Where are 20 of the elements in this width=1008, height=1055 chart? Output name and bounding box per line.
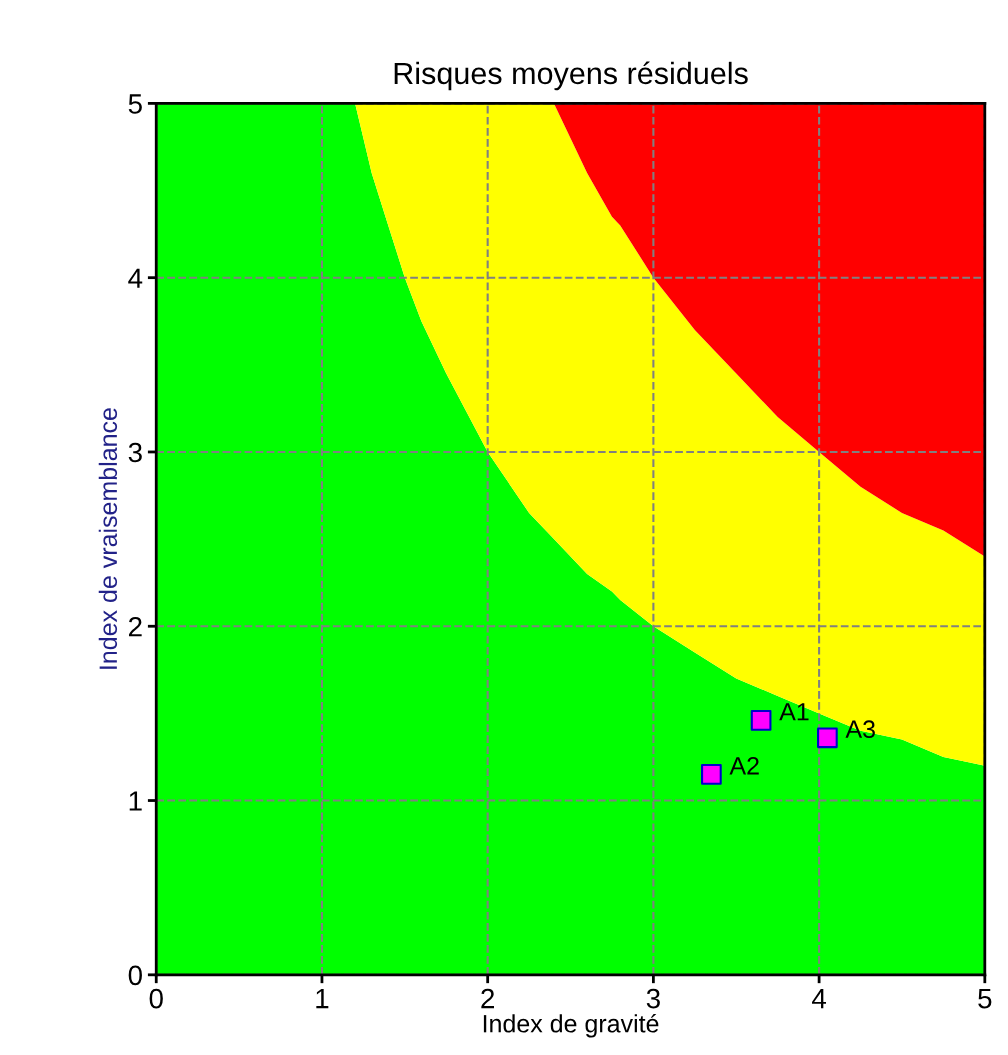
y-tick-label: 3 xyxy=(128,442,142,463)
y-tick-label: 0 xyxy=(128,965,142,986)
y-tick-label: 1 xyxy=(129,791,142,811)
annotation: A1 xyxy=(779,703,809,721)
x-tick-label: 4 xyxy=(812,989,827,1009)
x-tick-label: 2 xyxy=(481,988,494,1009)
x-tick-label: 3 xyxy=(646,988,660,1009)
x-tick-label: 5 xyxy=(978,989,992,1009)
x-tick-label: 1 xyxy=(316,989,329,1009)
x-tick-label: 0 xyxy=(149,988,163,1009)
point xyxy=(750,710,772,731)
y-axis-title: Index de vraisemblance xyxy=(98,408,118,669)
point xyxy=(701,764,722,785)
y-tick-label: 5 xyxy=(128,94,142,114)
annotation: A2 xyxy=(729,756,759,775)
y-tick-label: 4 xyxy=(128,268,143,288)
y-tick-label: 2 xyxy=(129,616,142,637)
chart-title: Risques moyens résiduels xyxy=(394,61,748,91)
x-axis-title: Index de gravité xyxy=(483,1013,659,1038)
point xyxy=(817,727,838,749)
